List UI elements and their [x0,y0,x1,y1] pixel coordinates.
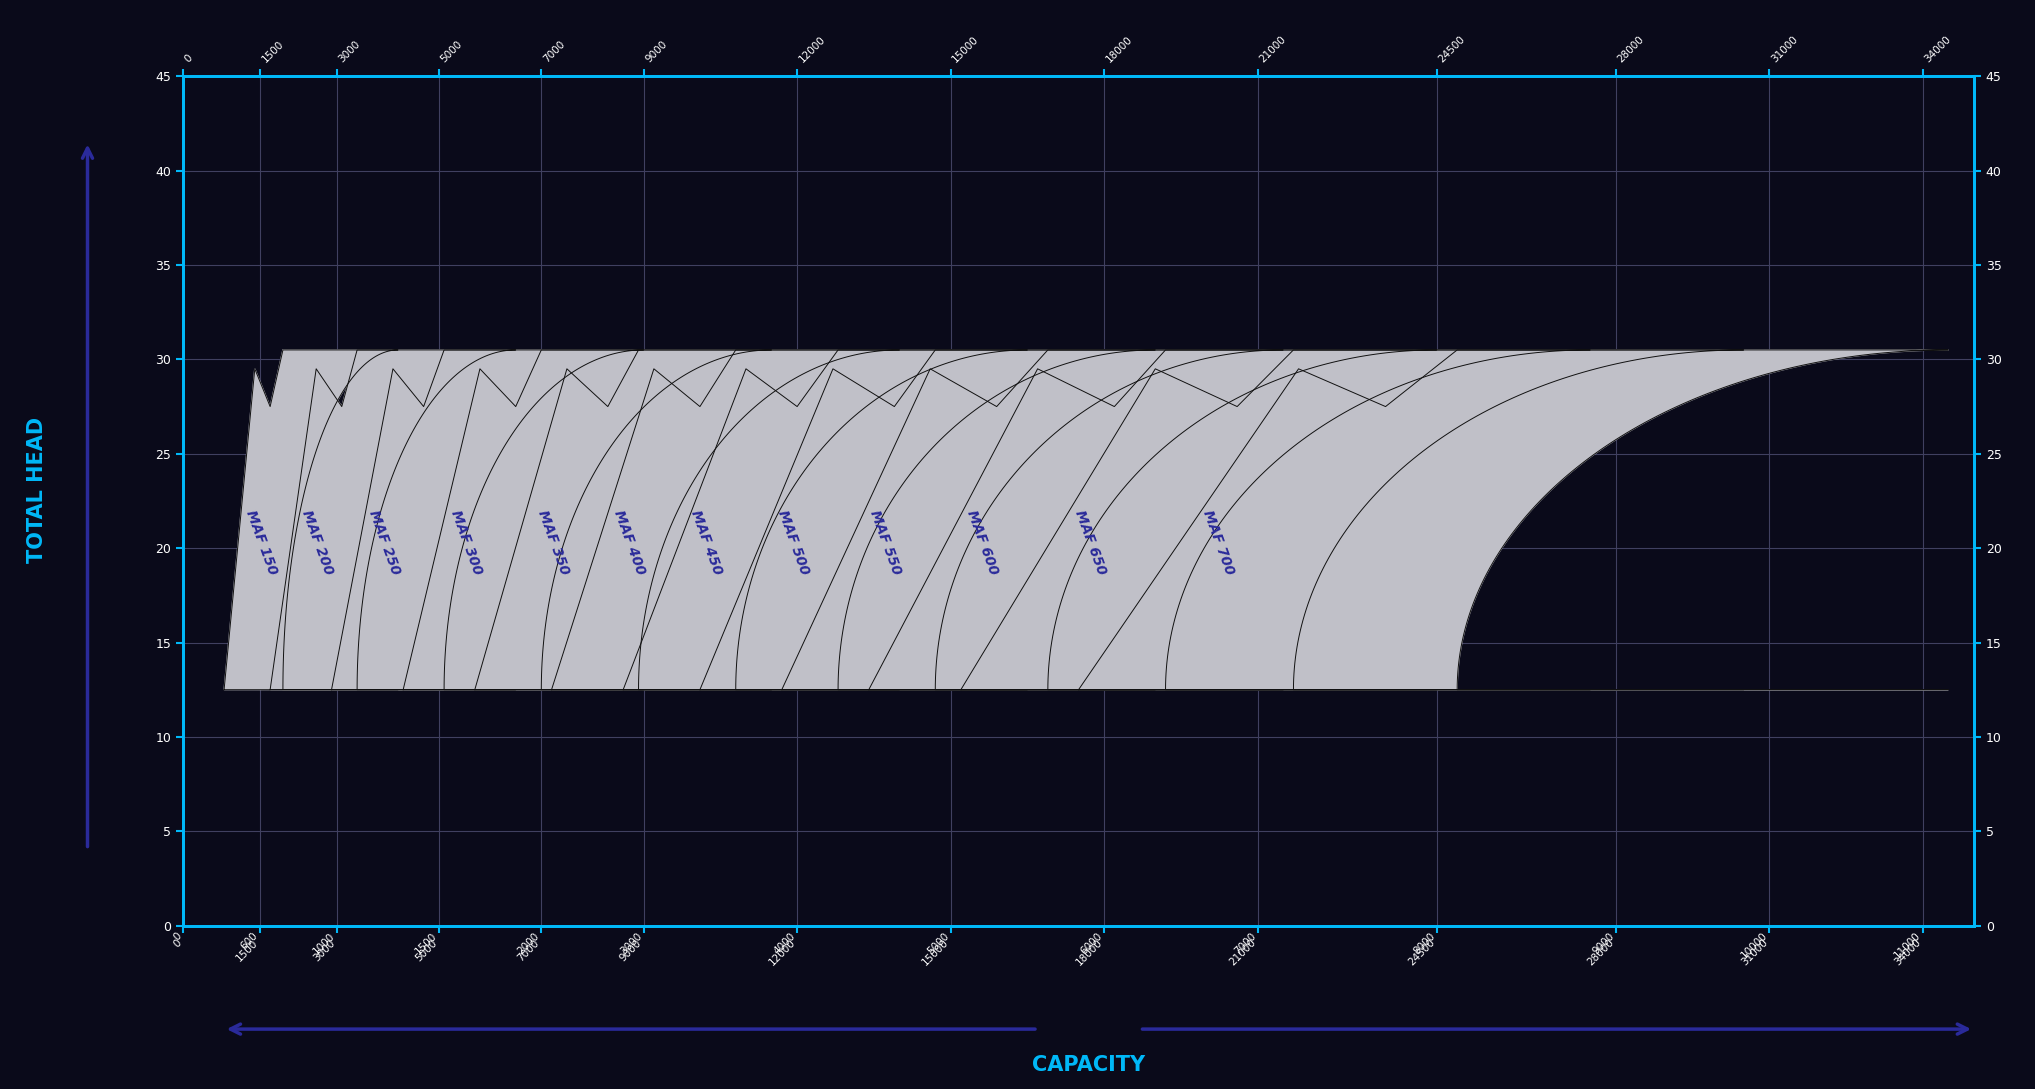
Polygon shape [224,350,399,689]
Text: MAF 450: MAF 450 [688,507,724,576]
Polygon shape [623,350,1156,689]
Text: MAF 350: MAF 350 [535,507,572,576]
Text: MAF 200: MAF 200 [299,507,336,576]
Polygon shape [869,350,1589,689]
Polygon shape [474,350,899,689]
Polygon shape [700,350,1284,689]
Text: MAF 650: MAF 650 [1072,507,1109,576]
Text: MAF 300: MAF 300 [448,507,484,576]
Polygon shape [332,350,643,689]
Text: MAF 400: MAF 400 [610,507,647,576]
Polygon shape [1079,350,1947,689]
Text: MAF 250: MAF 250 [366,507,403,576]
Polygon shape [403,350,771,689]
Polygon shape [961,350,1744,689]
Polygon shape [781,350,1437,689]
Text: MAF 150: MAF 150 [242,507,279,576]
Text: MAF 550: MAF 550 [867,507,904,576]
Text: MAF 500: MAF 500 [775,507,812,576]
Polygon shape [271,350,515,689]
Text: MAF 600: MAF 600 [965,507,1001,576]
Text: MAF 700: MAF 700 [1201,507,1235,576]
Text: CAPACITY: CAPACITY [1032,1055,1146,1075]
Polygon shape [551,350,1028,689]
Text: TOTAL HEAD: TOTAL HEAD [26,417,47,563]
